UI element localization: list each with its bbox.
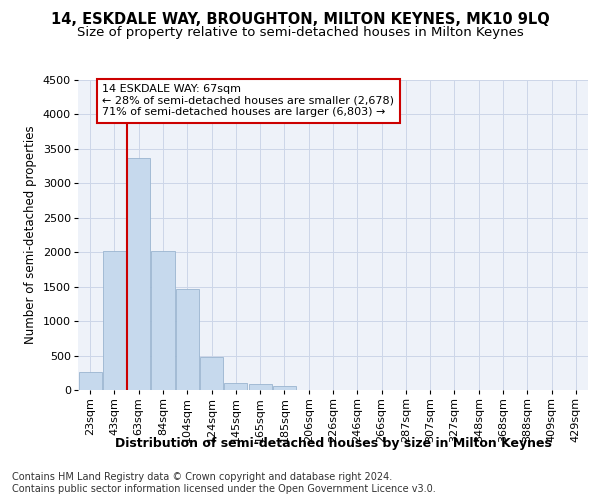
- Bar: [224, 383, 247, 390]
- Bar: [176, 290, 199, 390]
- Bar: [273, 386, 296, 390]
- Text: 14, ESKDALE WAY, BROUGHTON, MILTON KEYNES, MK10 9LQ: 14, ESKDALE WAY, BROUGHTON, MILTON KEYNE…: [50, 12, 550, 28]
- Text: 14 ESKDALE WAY: 67sqm
← 28% of semi-detached houses are smaller (2,678)
71% of s: 14 ESKDALE WAY: 67sqm ← 28% of semi-deta…: [102, 84, 394, 117]
- Text: Contains HM Land Registry data © Crown copyright and database right 2024.: Contains HM Land Registry data © Crown c…: [12, 472, 392, 482]
- Bar: [151, 251, 175, 390]
- Bar: [79, 372, 101, 390]
- Bar: [103, 251, 126, 390]
- Text: Size of property relative to semi-detached houses in Milton Keynes: Size of property relative to semi-detach…: [77, 26, 523, 39]
- Text: Distribution of semi-detached houses by size in Milton Keynes: Distribution of semi-detached houses by …: [115, 438, 551, 450]
- Bar: [200, 357, 223, 390]
- Bar: [127, 158, 150, 390]
- Y-axis label: Number of semi-detached properties: Number of semi-detached properties: [25, 126, 37, 344]
- Bar: [248, 384, 272, 390]
- Text: Contains public sector information licensed under the Open Government Licence v3: Contains public sector information licen…: [12, 484, 436, 494]
